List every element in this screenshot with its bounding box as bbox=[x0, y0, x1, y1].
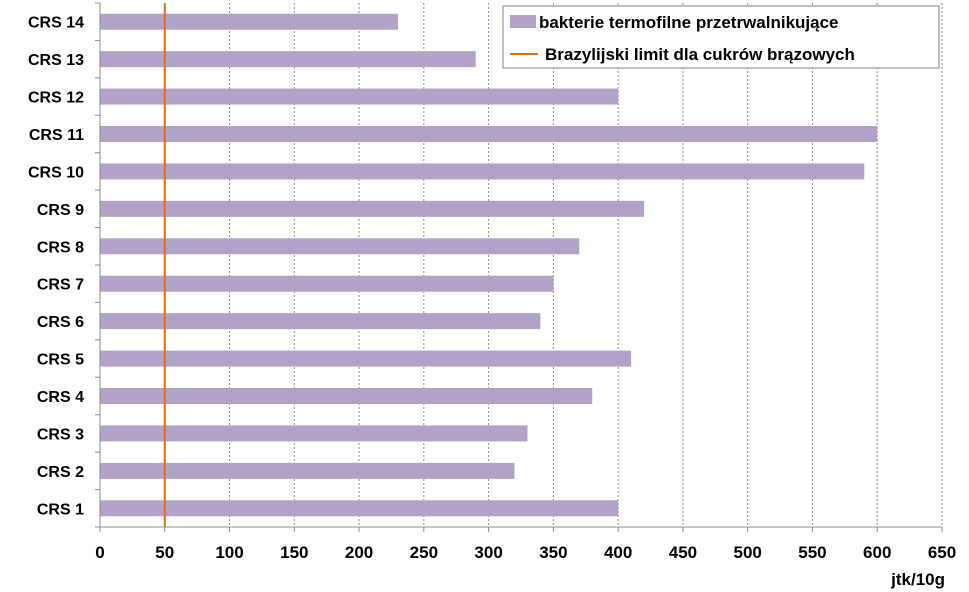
x-tick-label-500: 500 bbox=[734, 543, 762, 562]
legend-label-bar: bakterie termofilne przetrwalnikujące bbox=[539, 13, 839, 32]
y-tick-label: CRS 8 bbox=[37, 239, 84, 256]
x-tick-labels: 0 50 100 150 200 250 300 350 400 450 500 550 600 650 bbox=[95, 543, 956, 562]
bar-crs-6 bbox=[100, 313, 541, 330]
bar-crs-5 bbox=[100, 350, 632, 367]
x-tick-label-350: 350 bbox=[539, 543, 567, 562]
bar-crs-8 bbox=[100, 238, 580, 255]
bar-crs-12 bbox=[100, 88, 619, 105]
x-tick-label-100: 100 bbox=[215, 543, 243, 562]
y-tick-label: CRS 12 bbox=[28, 90, 84, 107]
bar-crs-4 bbox=[100, 388, 593, 404]
bar-crs-7 bbox=[100, 275, 554, 292]
y-tick-label: CRS 11 bbox=[29, 127, 84, 144]
y-tick-label: CRS 3 bbox=[37, 426, 84, 443]
grid-lines bbox=[164, 3, 943, 527]
y-tick-label: CRS 7 bbox=[37, 277, 84, 294]
x-tick-label-300: 300 bbox=[474, 543, 502, 562]
x-tick-label-450: 450 bbox=[669, 543, 697, 562]
x-tick-label-0: 0 bbox=[95, 543, 104, 562]
x-axis-unit-label: jtk/10g bbox=[890, 570, 945, 589]
bar-crs-1 bbox=[100, 500, 619, 517]
bar-crs-14 bbox=[100, 13, 398, 30]
bar-crs-11 bbox=[100, 126, 878, 142]
legend-swatch-bar bbox=[510, 15, 536, 28]
axes bbox=[95, 2, 943, 532]
x-tick-label-250: 250 bbox=[410, 543, 438, 562]
y-tick-label: CRS 9 bbox=[37, 202, 84, 219]
y-tick-label: CRS 1 bbox=[37, 501, 84, 518]
y-tick-label: CRS 4 bbox=[37, 389, 84, 406]
bar-crs-2 bbox=[100, 462, 515, 479]
legend-box bbox=[502, 5, 940, 69]
x-tick-label-600: 600 bbox=[863, 543, 891, 562]
bar-crs-13 bbox=[100, 51, 476, 68]
y-tick-label: CRS 10 bbox=[28, 164, 84, 181]
x-tick-label-550: 550 bbox=[798, 543, 826, 562]
x-tick-label-150: 150 bbox=[280, 543, 308, 562]
y-tick-label: CRS 13 bbox=[28, 52, 84, 69]
bar-crs-3 bbox=[100, 425, 528, 442]
legend-label-line: Brazylijski limit dla cukrów brązowych bbox=[545, 45, 855, 64]
y-tick-label: CRS 5 bbox=[37, 352, 84, 369]
bar-crs-9 bbox=[100, 200, 645, 217]
bars bbox=[100, 13, 878, 517]
legend: bakterie termofilne przetrwalnikujące Br… bbox=[502, 5, 940, 69]
x-tick-label-400: 400 bbox=[604, 543, 632, 562]
bar-crs-10 bbox=[100, 163, 865, 180]
y-tick-label: CRS 2 bbox=[37, 464, 84, 481]
y-tick-label: CRS 6 bbox=[37, 314, 84, 331]
x-tick-label-200: 200 bbox=[345, 543, 373, 562]
x-tick-label-650: 650 bbox=[928, 543, 956, 562]
y-tick-label: CRS 14 bbox=[28, 15, 84, 32]
y-tick-labels: CRS 1 CRS 2 CRS 3 CRS 4 CRS 5 CRS 6 CRS 7 CRS 8… bbox=[28, 15, 84, 519]
x-tick-label-50: 50 bbox=[155, 543, 174, 562]
